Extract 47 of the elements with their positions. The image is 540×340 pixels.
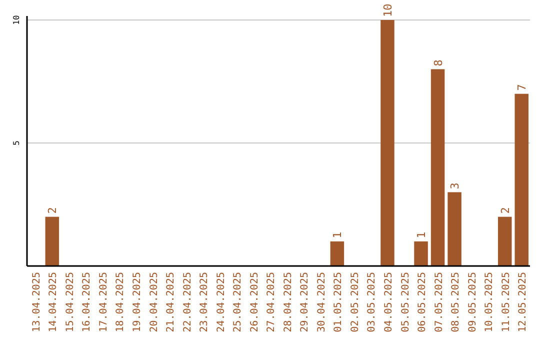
data-label: 3 (448, 182, 462, 190)
x-tick-label: 12.05.2025 (518, 272, 529, 332)
x-tick-label: 06.05.2025 (417, 272, 428, 332)
data-label: 7 (516, 84, 529, 91)
x-tick-label: 29.04.2025 (300, 272, 311, 332)
x-tick-label: 26.04.2025 (249, 272, 260, 332)
x-tick-label: 16.04.2025 (82, 272, 93, 332)
data-label: 2 (498, 207, 512, 214)
x-tick-label: 09.05.2025 (467, 272, 478, 332)
x-tick-label: 10.05.2025 (484, 272, 496, 332)
x-tick-label: 27.04.2025 (266, 272, 278, 332)
x-tick-label: 03.05.2025 (366, 272, 378, 332)
x-tick-label: 05.05.2025 (400, 272, 412, 332)
x-tick-label: 07.05.2025 (434, 272, 445, 332)
data-label: 10 (381, 4, 394, 17)
x-tick-label: 18.04.2025 (115, 272, 126, 332)
bar (498, 216, 512, 266)
x-tick-label: 20.04.2025 (148, 272, 160, 332)
bar (448, 192, 462, 266)
x-tick-label: 13.04.2025 (31, 272, 42, 332)
bar (414, 241, 428, 266)
x-tick-label: 24.04.2025 (216, 272, 227, 332)
data-label: 1 (331, 232, 344, 238)
x-tick-label: 01.05.2025 (333, 272, 344, 332)
y-tick-label: 5 (12, 140, 21, 146)
x-tick-label: 14.04.2025 (48, 272, 60, 332)
x-tick-label: 22.04.2025 (182, 272, 194, 332)
data-label: 8 (432, 60, 445, 66)
x-tick-label: 21.04.2025 (166, 272, 177, 332)
x-tick-label: 02.05.2025 (350, 272, 361, 332)
x-tick-label: 28.04.2025 (282, 272, 294, 332)
bar (45, 216, 60, 266)
x-tick-label: 23.04.2025 (199, 272, 210, 332)
x-tick-label: 19.04.2025 (132, 272, 143, 332)
x-tick-label: 30.04.2025 (316, 272, 328, 332)
x-tick-label: 08.05.2025 (450, 272, 462, 332)
x-tick-label: 15.04.2025 (64, 272, 76, 332)
data-label: 2 (46, 207, 60, 214)
x-tick-label: 17.04.2025 (98, 272, 110, 332)
bar (330, 241, 344, 266)
bar (430, 69, 445, 266)
x-tick-label: 25.04.2025 (232, 272, 244, 332)
data-label: 1 (415, 232, 428, 238)
x-tick-label: 11.05.2025 (500, 272, 512, 332)
bar (514, 94, 528, 266)
bar (380, 20, 394, 266)
x-tick-label: 04.05.2025 (383, 272, 394, 332)
